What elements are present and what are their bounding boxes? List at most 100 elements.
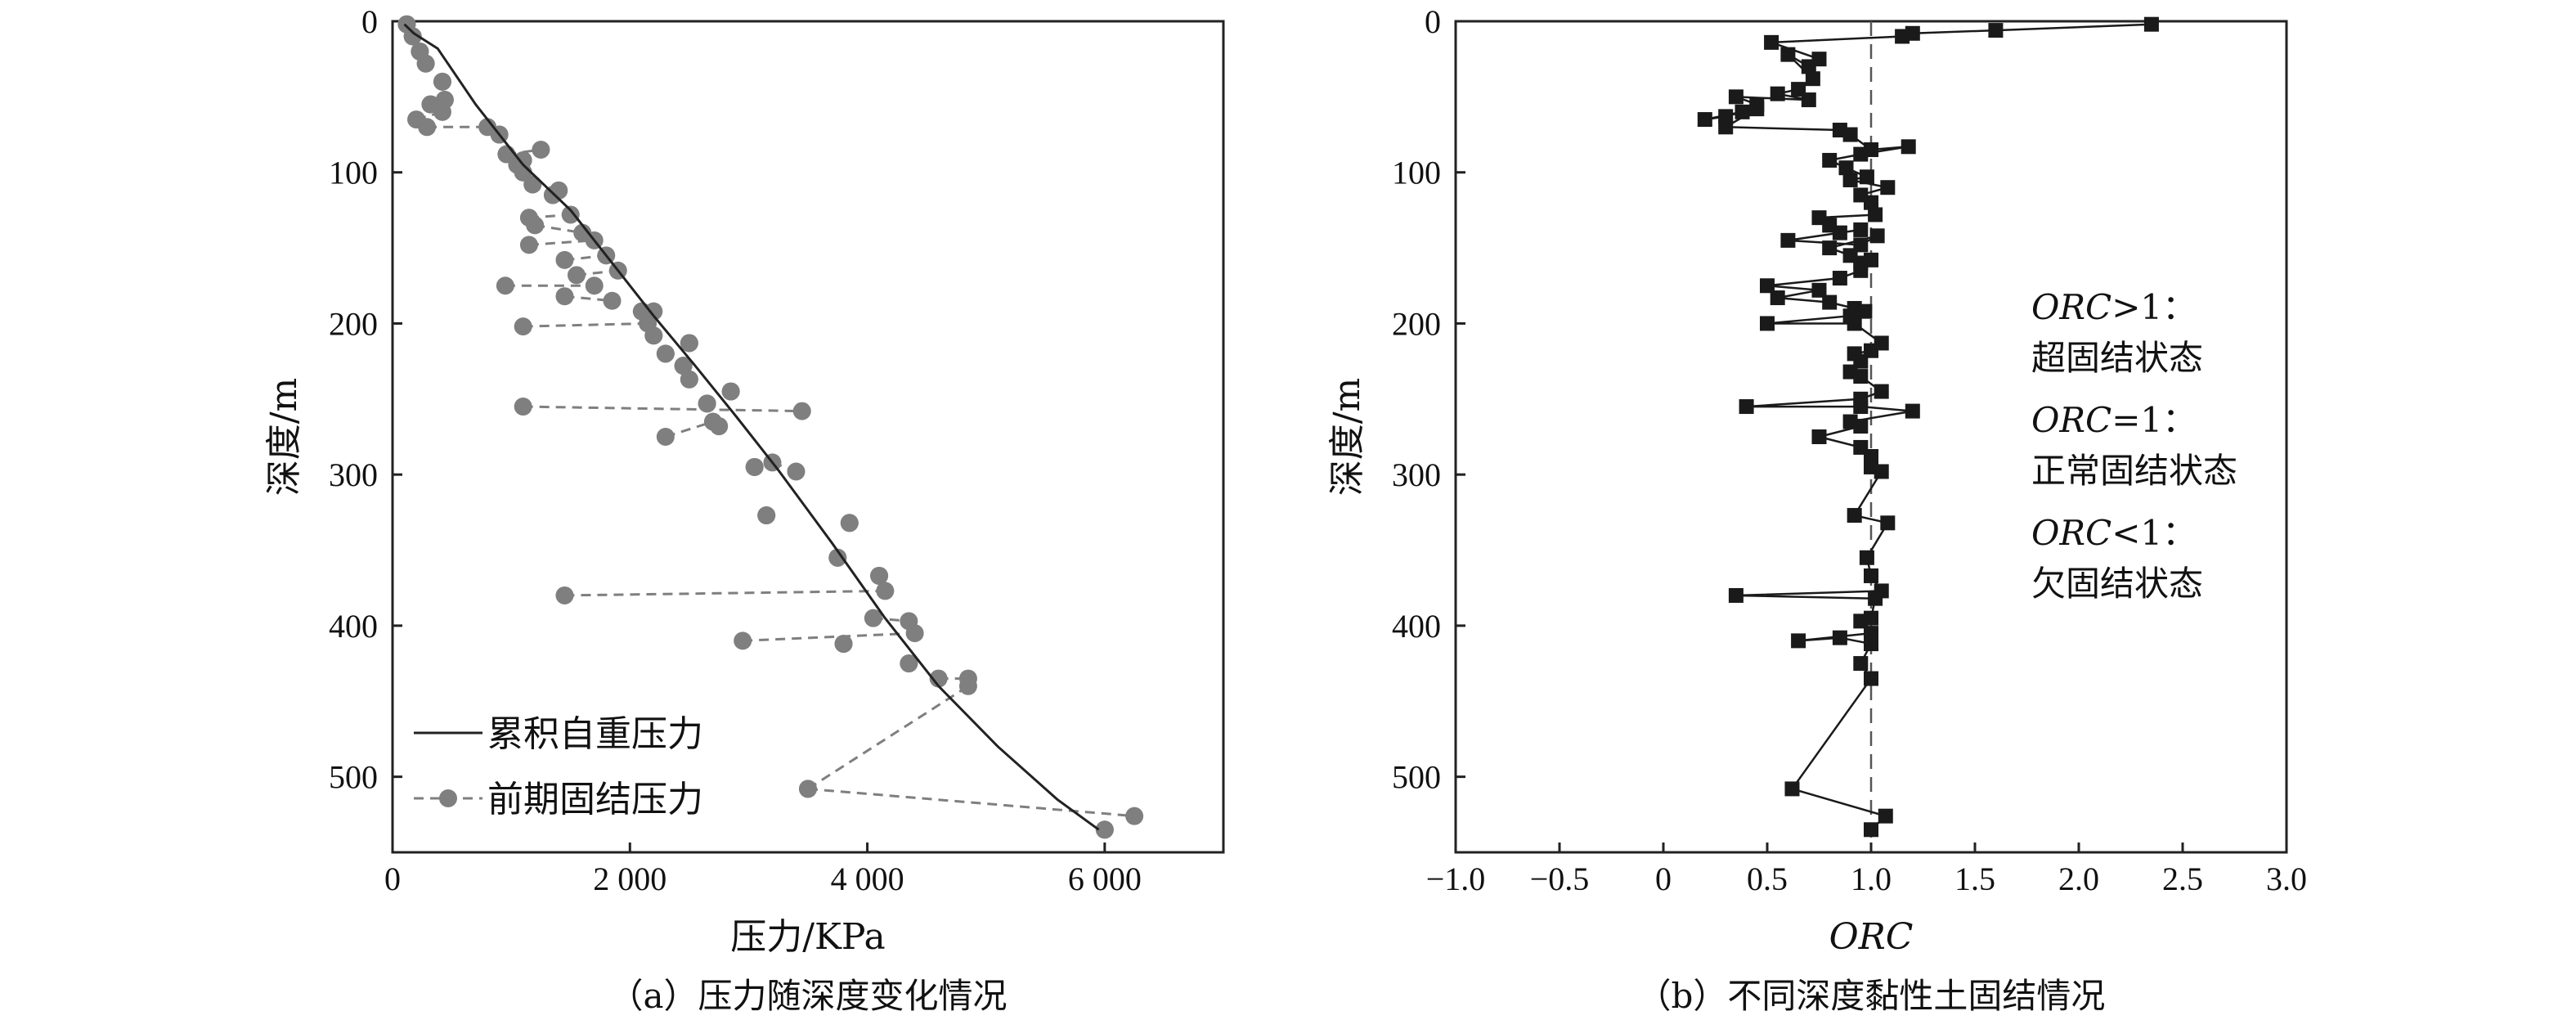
panel-a-y-tick-label: 200 xyxy=(329,305,378,342)
preconsolidation-dashed-segment xyxy=(807,685,969,790)
orc-point xyxy=(1874,384,1889,399)
panel-a-x-tick-label: 2 000 xyxy=(593,860,666,897)
orc-point xyxy=(1874,464,1889,479)
orc-point xyxy=(1739,399,1754,415)
preconsolidation-point xyxy=(745,457,764,476)
preconsolidation-dashed-segment xyxy=(523,321,648,328)
preconsolidation-point xyxy=(403,27,422,46)
panel-b-y-tick-label: 500 xyxy=(1392,759,1441,796)
orc-point xyxy=(1859,550,1874,565)
preconsolidation-point xyxy=(864,609,882,627)
panel-b-x-tick-label: 1.5 xyxy=(1954,860,1995,897)
orc-point xyxy=(1822,240,1838,256)
orc-point xyxy=(1801,92,1816,108)
panel-b-y-tick-label: 100 xyxy=(1392,155,1441,191)
orc-point xyxy=(1895,29,1910,44)
panel-b-x-tick-label: 0.5 xyxy=(1747,860,1788,897)
panel-b-y-tick-label: 0 xyxy=(1425,3,1441,40)
orc-point xyxy=(1770,86,1785,101)
legend-label-preconsolidation: 前期固结压力 xyxy=(487,779,703,820)
panel-a-x-tick-label: 6 000 xyxy=(1068,860,1142,897)
preconsolidation-point xyxy=(526,216,545,235)
panel-b-x-tick-label: 0 xyxy=(1655,860,1672,897)
preconsolidation-point xyxy=(828,548,847,567)
panel-a-legend: 累积自重压力 前期固结压力 xyxy=(414,713,703,820)
preconsolidation-point xyxy=(644,302,663,321)
panel-b-y-ticks: 0 100 200 300 400 500 xyxy=(1392,3,1465,796)
preconsolidation-point xyxy=(870,566,889,585)
orc-point xyxy=(1842,172,1858,187)
cumulative-self-weight-line xyxy=(403,23,1100,831)
panel-a-y-tick-label: 300 xyxy=(329,456,378,493)
orc-point xyxy=(1780,232,1796,248)
orc-point xyxy=(1864,822,1878,838)
preconsolidation-dashed-segment xyxy=(743,631,915,642)
preconsolidation-point xyxy=(555,586,574,604)
panel-b-x-tick-label: 1.0 xyxy=(1851,860,1892,897)
orc-point xyxy=(1869,228,1885,244)
preconsolidation-point xyxy=(496,276,514,295)
preconsolidation-point xyxy=(514,398,532,416)
orc-point xyxy=(1801,59,1816,74)
orc-point xyxy=(1853,399,1869,415)
orc-point xyxy=(1847,508,1862,523)
orc-point xyxy=(1697,112,1712,128)
legend-label-cumulative: 累积自重压力 xyxy=(487,713,703,755)
panel-a-series xyxy=(397,15,1144,839)
preconsolidation-point xyxy=(876,582,895,600)
preconsolidation-point xyxy=(519,236,538,254)
orc-point xyxy=(1842,127,1858,142)
annotation-over-desc: 超固结状态 xyxy=(2031,338,2203,378)
annotation-under-desc: 欠固结状态 xyxy=(2031,564,2203,604)
preconsolidation-point xyxy=(656,344,675,363)
annotation-normal-desc: 正常固结状态 xyxy=(2031,451,2237,491)
orc-point xyxy=(1880,180,1896,195)
preconsolidation-point xyxy=(958,676,977,695)
annotation-normal-title: ORC=1： xyxy=(2031,400,2197,440)
orc-point xyxy=(1784,781,1800,797)
preconsolidation-point xyxy=(585,276,604,295)
orc-point xyxy=(1853,369,1869,384)
panel-a-x-ticks: 0 2 000 4 000 6 000 xyxy=(384,843,1142,897)
orc-point xyxy=(1728,89,1744,105)
orc-point xyxy=(1822,294,1838,310)
panel-a-pressure-vs-depth: 0 2 000 4 000 6 000 0 100 200 300 400 500 压力/KPa… xyxy=(263,3,1225,1016)
orc-point xyxy=(1901,139,1916,155)
preconsolidation-point xyxy=(416,54,435,73)
orc-point xyxy=(1853,613,1869,629)
panel-a-plot-frame xyxy=(391,20,1225,854)
preconsolidation-point xyxy=(561,205,580,224)
preconsolidation-point xyxy=(418,118,437,137)
preconsolidation-point xyxy=(680,370,698,389)
preconsolidation-point xyxy=(757,506,776,525)
preconsolidation-point xyxy=(523,175,542,194)
orc-point xyxy=(1811,429,1827,444)
panel-a-y-tick-label: 400 xyxy=(329,608,378,645)
orc-point xyxy=(1864,568,1878,583)
preconsolidation-point xyxy=(555,287,574,306)
orc-point xyxy=(1728,587,1744,603)
orc-point xyxy=(1760,278,1775,294)
panel-b-x-tick-label: −1.0 xyxy=(1426,860,1486,897)
preconsolidation-dashed-segment xyxy=(807,787,1135,818)
preconsolidation-point xyxy=(603,291,622,310)
panel-b-x-tick-label: 3.0 xyxy=(2266,860,2307,897)
panel-b-x-ticks: −1.0 −0.5 0 0.5 1.0 1.5 2.0 2.5 3.0 xyxy=(1426,843,2307,897)
panel-b-y-tick-label: 200 xyxy=(1392,305,1441,342)
panel-b-series xyxy=(1697,16,2159,838)
panel-b-caption: （b）不同深度黏性土固结情况 xyxy=(1637,976,2106,1016)
preconsolidation-dashed-segment xyxy=(523,405,802,413)
orc-point xyxy=(1868,207,1883,222)
orc-point xyxy=(1832,225,1847,240)
orc-point xyxy=(1735,104,1750,119)
orc-point xyxy=(1718,119,1734,135)
orc-point xyxy=(1988,23,2004,38)
panel-a-y-axis-title: 深度/m xyxy=(263,378,305,497)
orc-point xyxy=(1853,656,1869,672)
orc-point xyxy=(1868,591,1883,606)
panel-b-y-tick-label: 300 xyxy=(1392,456,1441,493)
panel-a-y-tick-label: 100 xyxy=(329,155,378,191)
orc-point xyxy=(1811,282,1827,298)
preconsolidation-point xyxy=(787,462,806,481)
